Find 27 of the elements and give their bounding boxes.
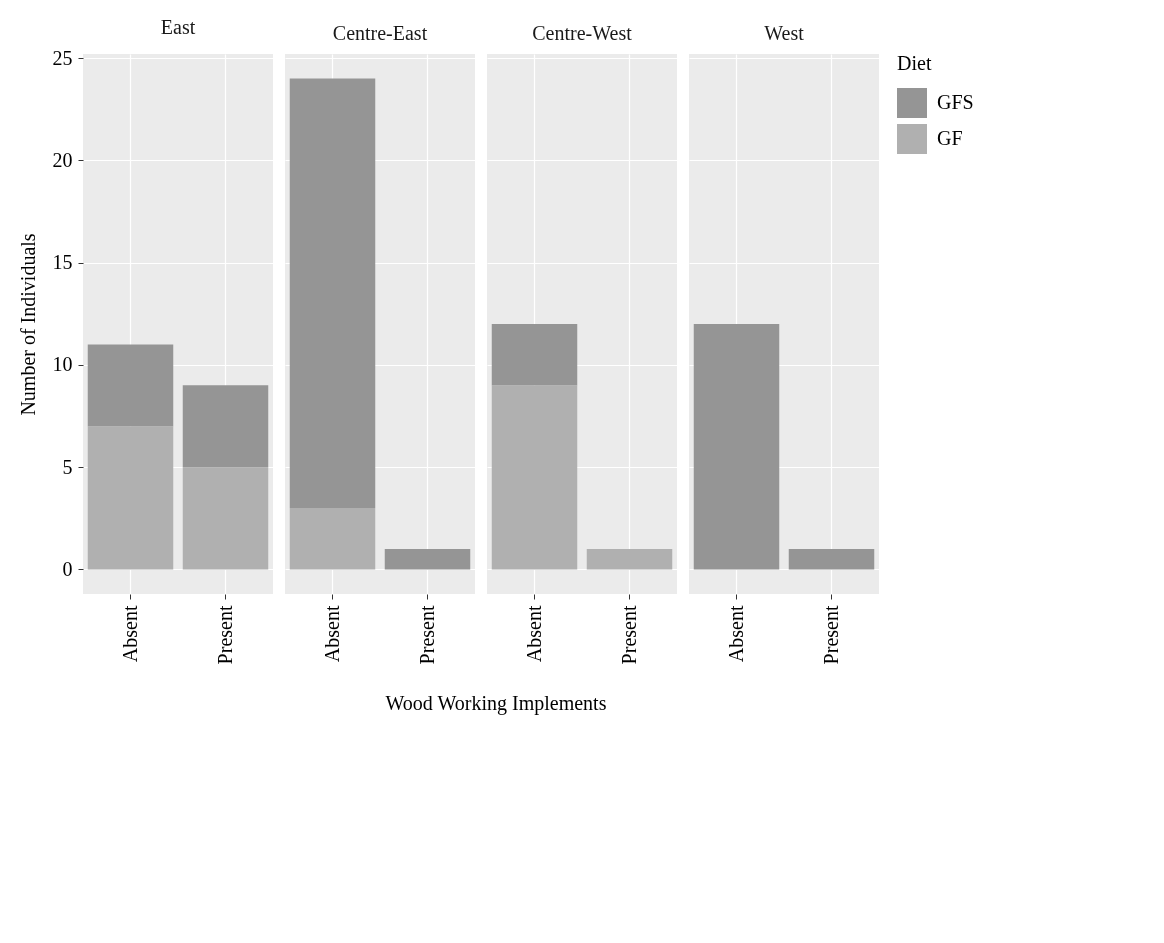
y-tick-label: 10 [52,353,73,376]
x-tick-label: Absent [118,605,141,663]
bar [182,385,269,468]
y-tick-label: 5 [62,455,73,478]
y-tick-label: 0 [62,557,73,580]
y-axis-title: Number of Individuals [16,233,39,416]
y-tick-label: 20 [52,148,73,171]
x-tick-label: Absent [522,605,545,663]
y-tick-label: 25 [52,46,73,69]
chart-title: Centre-East [332,22,428,44]
x-tick-label: Present [415,605,438,665]
y-tick-label: 15 [52,251,73,274]
x-tick-label: Absent [320,605,343,663]
chart-title: Centre-West [532,22,633,44]
legend-label: GFS [937,91,974,113]
bar [182,467,269,570]
legend-title: Diet [897,52,932,74]
legend-label: GF [937,127,963,149]
x-tick-label: Present [819,605,842,665]
chart-title: West [764,22,805,44]
bar [87,426,174,570]
chart-title: East [160,16,196,39]
x-tick-label: Present [617,605,640,665]
x-tick-label: Absent [724,605,747,663]
bar [87,344,174,427]
x-tick-label: Present [213,605,236,665]
x-axis-title: Wood Working Implements [385,691,607,715]
